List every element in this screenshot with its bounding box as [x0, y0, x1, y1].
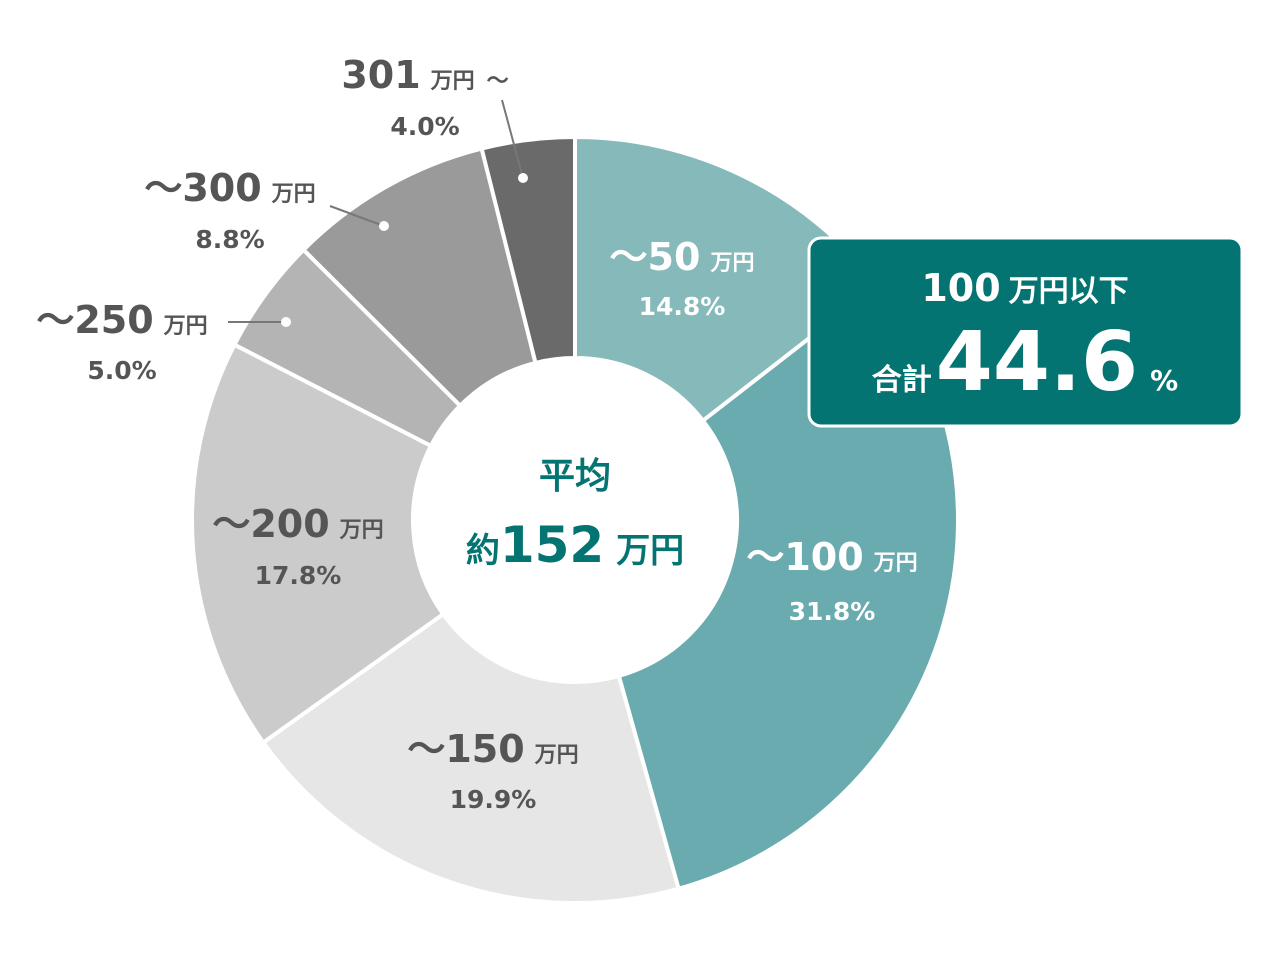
- slice-label-3: ～150 万円: [407, 727, 578, 771]
- slice-value-3: 19.9%: [450, 785, 537, 814]
- leader-dot-6: [379, 221, 389, 231]
- slice-value-1: 14.8%: [639, 292, 726, 321]
- center-average: 約152 万円: [466, 516, 684, 574]
- slice-value-7: 4.0%: [390, 112, 459, 141]
- pie-slice-2: [616, 283, 960, 891]
- slice-label-1: ～50 万円: [610, 235, 755, 279]
- slice-value-5: 5.0%: [87, 356, 156, 385]
- slice-label-5: ～250 万円: [36, 298, 207, 342]
- slice-label-2: ～100 万円: [746, 535, 917, 579]
- callout-total: 合計44.6%: [872, 315, 1178, 410]
- pie-slice-3: [261, 612, 681, 905]
- slice-value-4: 17.8%: [255, 561, 342, 590]
- pie-slice-4: [190, 342, 446, 745]
- callout-background: [807, 236, 1244, 428]
- slice-label-6: ～300 万円: [144, 166, 315, 210]
- pie-slice-7: [479, 135, 577, 365]
- leader-dot-5: [281, 317, 291, 327]
- slice-value-6: 8.8%: [195, 225, 264, 254]
- leader-line-7: [501, 99, 524, 179]
- slice-value-2: 31.8%: [789, 597, 876, 626]
- leader-dot-7: [518, 173, 528, 183]
- callout-heading: 100 万円以下: [921, 266, 1128, 310]
- slice-label-4: ～200 万円: [212, 502, 383, 546]
- slice-label-7: 301 万円～: [341, 53, 508, 97]
- leader-line-6: [329, 205, 385, 227]
- center-title: 平均: [539, 456, 611, 497]
